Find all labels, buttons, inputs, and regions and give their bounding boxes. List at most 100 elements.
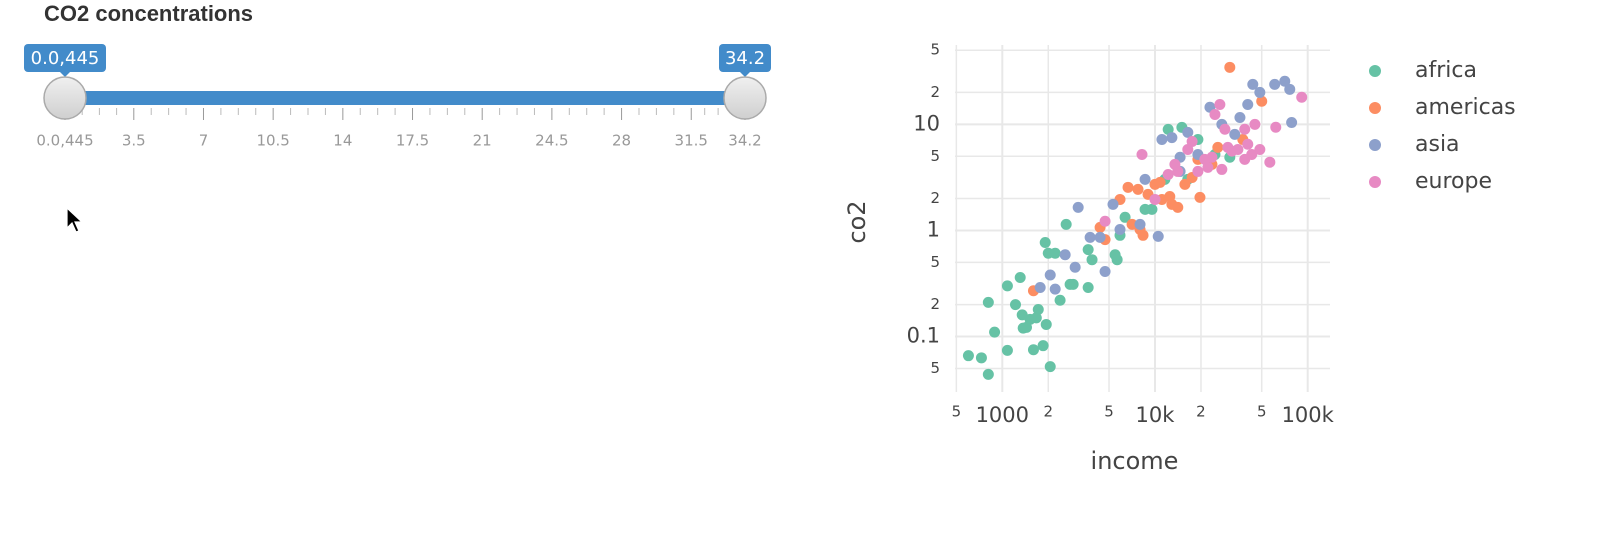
legend-marker[interactable] <box>1369 65 1381 77</box>
handle-label: 0.0,445 <box>31 48 100 69</box>
data-point <box>1027 344 1039 356</box>
data-point <box>1192 165 1204 177</box>
handle-label-box <box>719 44 771 72</box>
data-point <box>1172 201 1184 213</box>
slider-tick-label: 31.5 <box>675 132 708 150</box>
data-point <box>1264 156 1276 168</box>
data-point <box>1137 229 1149 241</box>
data-point <box>1156 134 1168 146</box>
data-point <box>1239 153 1251 165</box>
y-tick-label: 1 <box>927 217 940 241</box>
legend-label[interactable]: europe <box>1415 169 1492 194</box>
data-point <box>1186 135 1198 147</box>
y-tick-label: 5 <box>930 147 940 165</box>
slider-tick-label: 0.0,445 <box>36 132 93 150</box>
data-point <box>1232 143 1244 155</box>
data-point <box>1059 249 1071 261</box>
x-tick-label: 2 <box>1043 403 1053 421</box>
slider-tick-label: 10.5 <box>256 132 289 150</box>
data-point <box>1249 118 1261 130</box>
y-tick-label: 2 <box>930 189 940 207</box>
y-tick-label: 5 <box>930 41 940 59</box>
legend-marker[interactable] <box>1369 176 1381 188</box>
legend-label[interactable]: africa <box>1415 58 1477 83</box>
slider-tick-label: 17.5 <box>396 132 429 150</box>
handle-label-pointer <box>60 72 70 77</box>
data-point <box>1119 211 1131 223</box>
legend-marker[interactable] <box>1369 139 1381 151</box>
legend-marker[interactable] <box>1369 102 1381 114</box>
data-point <box>1030 312 1042 324</box>
data-point <box>1182 126 1194 138</box>
slider-tick-label: 34.2 <box>728 132 761 150</box>
y-tick-label: 5 <box>930 359 940 377</box>
legend-label[interactable]: asia <box>1415 132 1460 157</box>
data-point <box>1111 254 1123 266</box>
x-tick-label: 100k <box>1282 403 1335 427</box>
data-point <box>1179 178 1191 190</box>
y-axis-title: co2 <box>843 200 871 243</box>
data-point <box>1044 361 1056 373</box>
data-point <box>1060 218 1072 230</box>
data-point <box>1199 153 1211 165</box>
data-point <box>1286 117 1298 129</box>
data-point <box>982 296 994 308</box>
y-tick-label: 0.1 <box>907 324 940 348</box>
data-point <box>1044 269 1056 281</box>
slider[interactable]: 0.0,445 3.5 7 10.5 14 17.5 21 24.5 28 31.5 34.2 0.0… <box>24 44 771 150</box>
slider-tick-label: 3.5 <box>122 132 146 150</box>
data-point <box>989 326 1001 338</box>
data-point <box>1134 218 1146 230</box>
data-point <box>1086 254 1098 266</box>
data-point <box>1212 141 1224 153</box>
x-tick-label: 5 <box>1257 403 1267 421</box>
y-tick-label: 2 <box>930 83 940 101</box>
data-point <box>1067 278 1079 290</box>
y-tick-label: 2 <box>930 295 940 313</box>
data-point <box>1219 123 1231 135</box>
legend-label[interactable]: americas <box>1415 95 1516 120</box>
data-point <box>1209 108 1221 120</box>
slider-tick-label: 28 <box>612 132 631 150</box>
slider-bar <box>65 91 745 105</box>
slider-tick-label: 21 <box>473 132 492 150</box>
data-point <box>1001 280 1013 292</box>
data-point <box>1082 244 1094 256</box>
handle-label: 34.2 <box>725 48 765 69</box>
x-tick-label: 2 <box>1196 403 1206 421</box>
data-point <box>1034 281 1046 293</box>
data-point <box>1069 261 1081 273</box>
data-point <box>1254 143 1266 155</box>
data-point <box>1229 128 1241 140</box>
slider-tick-label: 24.5 <box>535 132 568 150</box>
data-point <box>1284 83 1296 95</box>
data-point <box>1014 272 1026 284</box>
y-tick-label: 5 <box>930 253 940 271</box>
slider-handle[interactable] <box>43 76 87 120</box>
data-point <box>1032 303 1044 315</box>
data-point <box>975 352 987 364</box>
mouse-cursor <box>66 206 84 233</box>
data-point <box>1054 294 1066 306</box>
data-point <box>1279 75 1291 87</box>
data-point <box>1049 283 1061 295</box>
data-point <box>1001 344 1013 356</box>
data-point <box>1084 231 1096 243</box>
data-point <box>1039 236 1051 248</box>
data-point <box>1296 91 1308 103</box>
slider-handle[interactable] <box>723 76 767 120</box>
slider-tick-label: 7 <box>199 132 209 150</box>
data-point <box>1139 173 1151 185</box>
data-point <box>1194 191 1206 203</box>
data-point <box>1094 231 1106 243</box>
data-point <box>1216 163 1228 175</box>
data-point <box>1269 78 1281 90</box>
data-point <box>1242 138 1254 150</box>
data-point <box>1270 121 1282 133</box>
handle-label-box <box>24 44 106 72</box>
data-point <box>1037 340 1049 352</box>
data-point <box>1162 123 1174 135</box>
data-point <box>1214 98 1226 110</box>
data-point <box>962 350 974 362</box>
data-point <box>1166 132 1178 144</box>
